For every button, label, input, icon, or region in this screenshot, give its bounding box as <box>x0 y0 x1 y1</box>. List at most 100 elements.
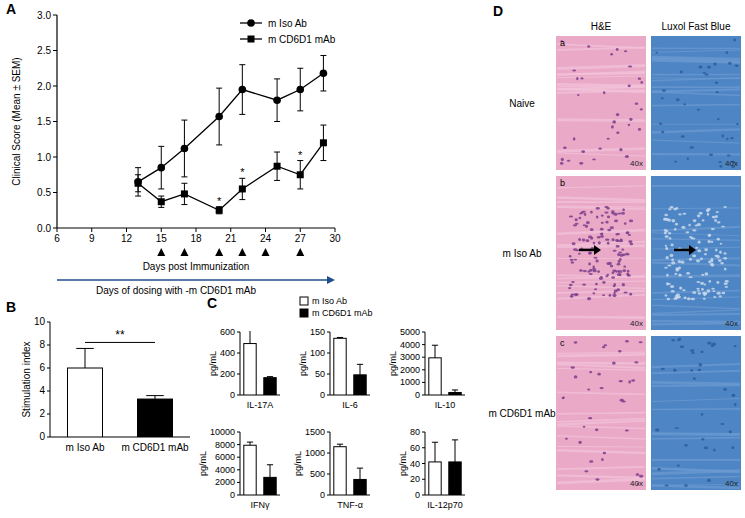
nucleus <box>639 475 643 478</box>
tissue <box>651 336 741 490</box>
nucleus <box>640 81 643 84</box>
nucleus <box>698 292 701 295</box>
significance: * <box>217 195 222 207</box>
nucleus <box>569 284 573 286</box>
nucleus <box>561 158 564 161</box>
nucleus <box>688 224 691 227</box>
nucleus <box>708 261 711 264</box>
x-tick <box>161 228 162 232</box>
nucleus <box>589 251 592 254</box>
fiber <box>652 432 740 436</box>
y-tick-label: 2000 <box>400 365 420 375</box>
nucleus <box>668 232 671 235</box>
nucleus <box>718 259 722 262</box>
nucleus <box>613 250 617 252</box>
nucleus <box>597 373 600 376</box>
nucleus <box>702 219 705 221</box>
nucleus <box>623 292 627 294</box>
data-point <box>158 198 165 205</box>
image-letter: a <box>560 38 565 48</box>
data-point <box>216 207 223 214</box>
nucleus <box>606 274 609 276</box>
y-tick <box>327 374 330 375</box>
nucleus <box>671 261 675 264</box>
nucleus <box>662 89 666 92</box>
nucleus <box>715 248 718 251</box>
tissue <box>651 36 741 170</box>
nucleus <box>614 219 618 222</box>
fiber <box>652 227 740 231</box>
legend-swatch <box>300 309 308 317</box>
nucleus <box>603 344 607 346</box>
nucleus <box>607 215 610 218</box>
nucleus <box>681 135 685 137</box>
nucleus <box>700 257 703 260</box>
nucleus <box>721 423 725 425</box>
nucleus <box>568 287 571 289</box>
nucleus <box>724 268 727 271</box>
nucleus <box>622 253 625 256</box>
fiber <box>557 87 645 89</box>
x-axis-label: IL-6 <box>342 400 358 410</box>
fiber <box>652 459 740 461</box>
nucleus <box>704 248 708 251</box>
y-tick <box>422 344 425 345</box>
data-point <box>239 86 247 94</box>
bar <box>264 378 276 395</box>
y-tick <box>53 86 57 87</box>
nucleus <box>588 252 591 255</box>
nucleus <box>579 269 583 271</box>
nucleus <box>622 283 625 286</box>
nucleus <box>562 397 565 399</box>
nucleus <box>574 375 578 378</box>
nucleus <box>689 258 692 261</box>
nucleus <box>621 212 625 215</box>
data-point <box>215 113 223 121</box>
nucleus <box>668 208 671 210</box>
y-tick-label: 400 <box>220 348 235 358</box>
nucleus <box>728 62 731 65</box>
y-axis <box>425 332 426 395</box>
y-tick <box>422 369 425 370</box>
error-bar <box>146 396 164 399</box>
nucleus <box>690 236 693 239</box>
nucleus <box>605 238 609 240</box>
nucleus <box>600 235 604 238</box>
error-bar <box>239 178 245 199</box>
y-tick-label: 2.5 <box>37 45 51 56</box>
fiber <box>652 384 740 387</box>
x-tick-label: 24 <box>260 233 272 244</box>
nucleus <box>707 66 711 69</box>
nucleus <box>572 242 576 245</box>
nucleus <box>678 213 681 215</box>
nucleus <box>570 295 574 298</box>
error-bar <box>337 444 343 447</box>
error-bar <box>432 442 438 462</box>
nucleus <box>595 283 598 286</box>
nucleus <box>665 235 669 238</box>
fiber <box>652 78 740 80</box>
error-bar <box>357 364 363 375</box>
nucleus <box>569 215 573 217</box>
y-tick <box>237 332 240 333</box>
nucleus <box>703 72 706 74</box>
nucleus <box>593 257 597 259</box>
nucleus <box>669 237 672 239</box>
fiber <box>557 450 645 453</box>
nucleus <box>681 260 685 263</box>
nucleus <box>629 293 632 296</box>
x-tick <box>265 228 266 232</box>
nucleus <box>706 289 710 292</box>
nucleus <box>687 297 691 300</box>
nucleus <box>655 52 658 54</box>
series-line <box>138 73 323 182</box>
nucleus <box>712 342 716 345</box>
fiber <box>652 86 740 88</box>
y-tick-label: 0.0 <box>37 223 51 234</box>
error-bar <box>135 175 141 192</box>
nucleus <box>713 296 716 298</box>
row-label: m Iso Ab <box>503 248 542 259</box>
nucleus <box>617 263 621 266</box>
nucleus <box>671 290 675 292</box>
y-tick-label: 50 <box>315 369 325 379</box>
